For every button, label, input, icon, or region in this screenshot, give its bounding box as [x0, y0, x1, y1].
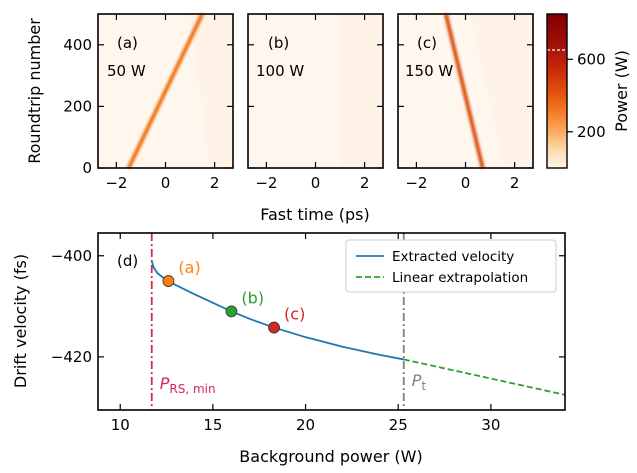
legend: Extracted velocity Linear extrapolation: [346, 240, 556, 292]
sample-marker-label: (a): [178, 258, 200, 277]
sample-marker: [226, 306, 237, 317]
heatmap-y-tick-label: 200: [63, 97, 92, 115]
velocity-y-tick-label: −400: [51, 247, 92, 265]
sample-marker: [269, 322, 280, 333]
heatmap-y-axis-label: Roundtrip number: [25, 18, 44, 164]
heatmap-a-panel-label: (a): [117, 34, 138, 52]
heatmap-b-shading: [340, 14, 383, 168]
colorbar-tick-label: 600: [577, 50, 606, 68]
sample-marker: [163, 276, 174, 287]
heatmap-c-panel-label: (c): [417, 34, 437, 52]
sample-marker-label: (b): [241, 288, 264, 307]
heatmap-x-tick-label: −2: [405, 174, 427, 192]
heatmap-y-tick-label: 0: [82, 159, 92, 177]
colorbar-gradient: [547, 14, 567, 168]
colorbar-tick-label: 200: [577, 123, 606, 141]
velocity-x-axis-label: Background power (W): [239, 447, 422, 466]
heatmap-x-tick-label: 0: [311, 174, 321, 192]
velocity-x-tick-label: 20: [296, 416, 315, 434]
heatmap-x-axis-label: Fast time (ps): [260, 205, 369, 224]
colorbar-ticks: 200 600: [567, 50, 606, 140]
velocity-panel: (a)(b)(c) PRS, min Pt (d) 10 15 20 25 30−420…: [11, 233, 565, 466]
heatmap-x-tick-label: 2: [510, 174, 520, 192]
velocity-x-tick-label: 15: [203, 416, 222, 434]
heatmap-c-power-label: 150 W: [405, 62, 453, 80]
colorbar-label: Power (W): [612, 50, 631, 132]
heatmap-y-tick-label: 400: [63, 36, 92, 54]
heatmap-b-power-label: 100 W: [256, 62, 304, 80]
heatmap-x-tick-label: 0: [161, 174, 171, 192]
velocity-x-tick-label: 10: [111, 416, 130, 434]
heatmap-x-tick-label: −2: [255, 174, 277, 192]
sample-marker-label: (c): [284, 305, 305, 324]
heatmap-b-panel-label: (b): [268, 34, 289, 52]
colorbar: 200 600 Power (W): [547, 14, 631, 168]
heatmap-x-tick-label: 2: [210, 174, 220, 192]
heatmap-a-power-label: 50 W: [107, 62, 146, 80]
legend-extrapolation-label: Linear extrapolation: [392, 270, 528, 286]
velocity-panel-label: (d): [117, 252, 138, 270]
heatmap-x-tick-label: 2: [360, 174, 370, 192]
legend-extracted-label: Extracted velocity: [392, 249, 514, 265]
velocity-x-tick-label: 25: [389, 416, 408, 434]
heatmap-x-tick-label: 0: [461, 174, 471, 192]
heatmap-x-tick-label: −2: [105, 174, 127, 192]
velocity-x-tick-label: 30: [481, 416, 500, 434]
velocity-y-tick-label: −420: [51, 348, 92, 366]
velocity-y-axis-label: Drift velocity (fs): [11, 254, 30, 388]
